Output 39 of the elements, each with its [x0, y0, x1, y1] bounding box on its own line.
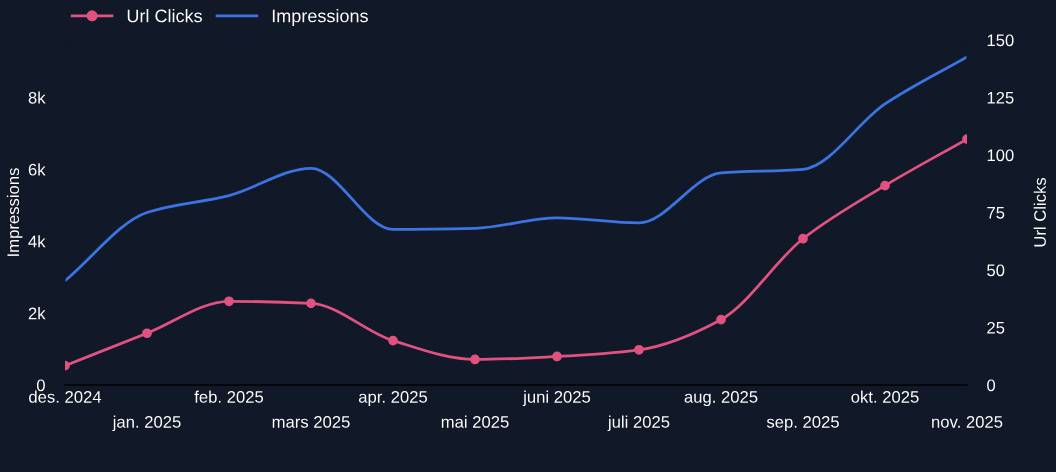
y2-tick-label: 75: [987, 207, 1005, 219]
x-tick-label: sep. 2025: [766, 416, 839, 432]
y-tick-label: 8k: [28, 91, 46, 104]
x-tick-label: apr. 2025: [358, 391, 428, 407]
x-tick-label: feb. 2025: [194, 390, 264, 403]
x-tick-label: juli 2025: [607, 415, 670, 432]
point: [552, 351, 562, 362]
point: [880, 180, 890, 191]
point: [306, 298, 316, 309]
x-tick-label: des. 2024: [29, 390, 102, 403]
point: [470, 354, 480, 365]
point: [388, 335, 398, 346]
y-tick-label: 0: [36, 379, 45, 392]
x-tick-label: mars 2025: [272, 416, 350, 428]
legend-label: Impressions: [272, 9, 368, 26]
y2-tick-label: 150: [987, 34, 1014, 47]
y2-tick-label: 25: [987, 321, 1005, 334]
y2-tick-label: 100: [987, 149, 1014, 162]
point: [142, 328, 152, 339]
y-tick-label: 6k: [28, 163, 46, 176]
x-tick-label: nov. 2025: [932, 416, 1003, 428]
point: [224, 296, 234, 307]
x-tick-label: juni 2025: [522, 390, 591, 407]
point: [634, 344, 644, 355]
y2-tick-label: 125: [987, 91, 1014, 104]
x-tick-label: okt. 2025: [851, 390, 919, 403]
legend-label: Url Clicks: [127, 9, 202, 23]
x-tick-label: jan. 2025: [112, 415, 181, 432]
y-tick-label: 2k: [28, 307, 46, 320]
point: [716, 314, 726, 325]
y2-tick-label: 0: [987, 379, 996, 392]
point: [798, 233, 808, 244]
y2-axis-title: Url Clicks: [1033, 177, 1046, 247]
line-series: [65, 55, 967, 283]
y-tick-label: 4k: [28, 235, 46, 248]
x-tick-label: aug. 2025: [684, 391, 758, 407]
x-tick-label: mai 2025: [441, 415, 509, 428]
y2-tick-label: 50: [987, 264, 1005, 277]
y-axis-title: Impressions: [6, 168, 23, 256]
